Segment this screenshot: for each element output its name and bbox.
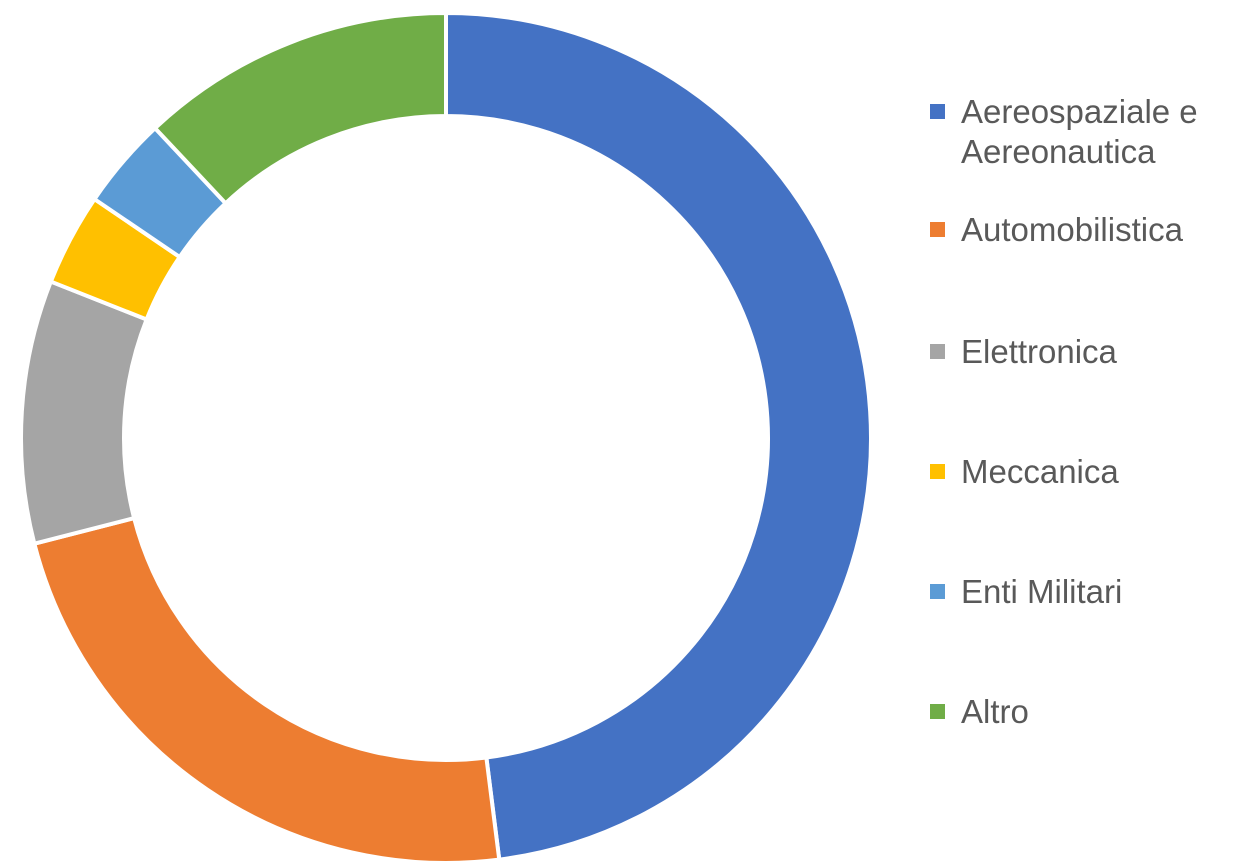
legend-swatch-meccanica [930,464,945,479]
donut-slice-elettronica [19,278,150,547]
legend-label-elettronica: Elettronica [961,333,1117,370]
legend-item-altro: Altro [930,692,1231,732]
legend-swatch-aereospaziale [930,104,945,119]
legend-item-automobilistica: Automobilistica [930,210,1231,250]
legend-label-enti-militari: Enti Militari [961,573,1123,610]
legend-swatch-elettronica [930,344,945,359]
legend-label-automobilistica: Automobilistica [961,211,1183,248]
legend-label-altro: Altro [961,693,1029,730]
legend-swatch-enti-militari [930,584,945,599]
legend-label-aereospaziale: Aereospaziale e Aereonautica [961,93,1198,170]
donut-slice-aereospaziale [444,10,874,862]
legend-item-enti-militari: Enti Militari [930,572,1231,612]
legend-item-aereospaziale: Aereospaziale e Aereonautica [930,92,1231,172]
donut-slice-altro [152,10,448,207]
legend-item-meccanica: Meccanica [930,452,1231,492]
legend-swatch-automobilistica [930,222,945,237]
legend-label-meccanica: Meccanica [961,453,1119,490]
donut-slice-automobilistica [31,515,502,865]
legend-swatch-altro [930,704,945,719]
legend-item-elettronica: Elettronica [930,332,1231,372]
donut-svg [19,10,874,865]
